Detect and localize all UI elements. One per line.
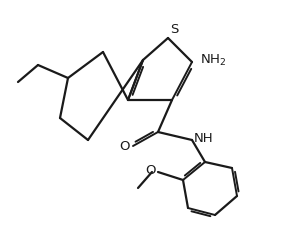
Text: O: O <box>119 139 130 152</box>
Text: O: O <box>146 165 156 177</box>
Text: S: S <box>170 23 178 36</box>
Text: NH: NH <box>194 133 214 145</box>
Text: NH$_2$: NH$_2$ <box>200 53 226 68</box>
